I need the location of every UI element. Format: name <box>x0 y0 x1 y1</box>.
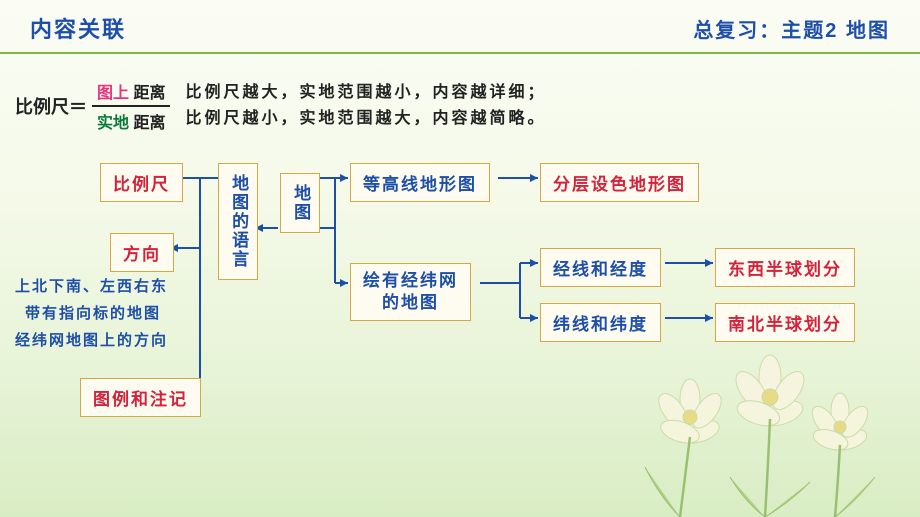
box-dir: 方向 <box>110 233 174 272</box>
num-blk: 距离 <box>133 85 165 102</box>
den-blk: 距离 <box>133 115 165 132</box>
header-left: 内容关联 <box>30 12 126 44</box>
flower-decoration <box>630 327 890 517</box>
note3: 经纬网地图上的方向 <box>15 327 168 354</box>
desc1: 比例尺越大，实地范围越小，内容越详细； <box>185 80 546 106</box>
formula-row: 比例尺＝ 图上 距离 实地 距离 比例尺越大，实地范围越小，内容越详细； 比例尺… <box>0 54 920 148</box>
notes: 上北下南、左西右东 带有指向标的地图 经纬网地图上的方向 <box>15 273 168 354</box>
box-latlon: 绘有经纬网 的地图 <box>350 263 471 321</box>
formula-desc: 比例尺越大，实地范围越小，内容越详细； 比例尺越小，实地范围越大，内容越简略。 <box>185 80 546 131</box>
note2: 带有指向标的地图 <box>15 300 168 327</box>
note1: 上北下南、左西右东 <box>15 273 168 300</box>
box-lang: 地图的语言 <box>218 163 258 280</box>
box-contour: 等高线地形图 <box>350 163 490 202</box>
box-map: 地图 <box>280 173 320 233</box>
formula-label: 比例尺＝ <box>15 93 87 119</box>
box-merid: 经线和经度 <box>540 248 661 287</box>
box-ew: 东西半球划分 <box>715 248 855 287</box>
box-legend: 图例和注记 <box>80 378 201 417</box>
box-layer: 分层设色地形图 <box>540 163 699 202</box>
header-right: 总复习：主题2 地图 <box>693 14 890 43</box>
desc2: 比例尺越小，实地范围越大，内容越简略。 <box>185 106 546 132</box>
num-pink: 图上 <box>97 85 129 102</box>
box-scale: 比例尺 <box>100 163 183 202</box>
den-grn: 实地 <box>97 115 129 132</box>
fraction: 图上 距离 实地 距离 <box>92 79 170 133</box>
